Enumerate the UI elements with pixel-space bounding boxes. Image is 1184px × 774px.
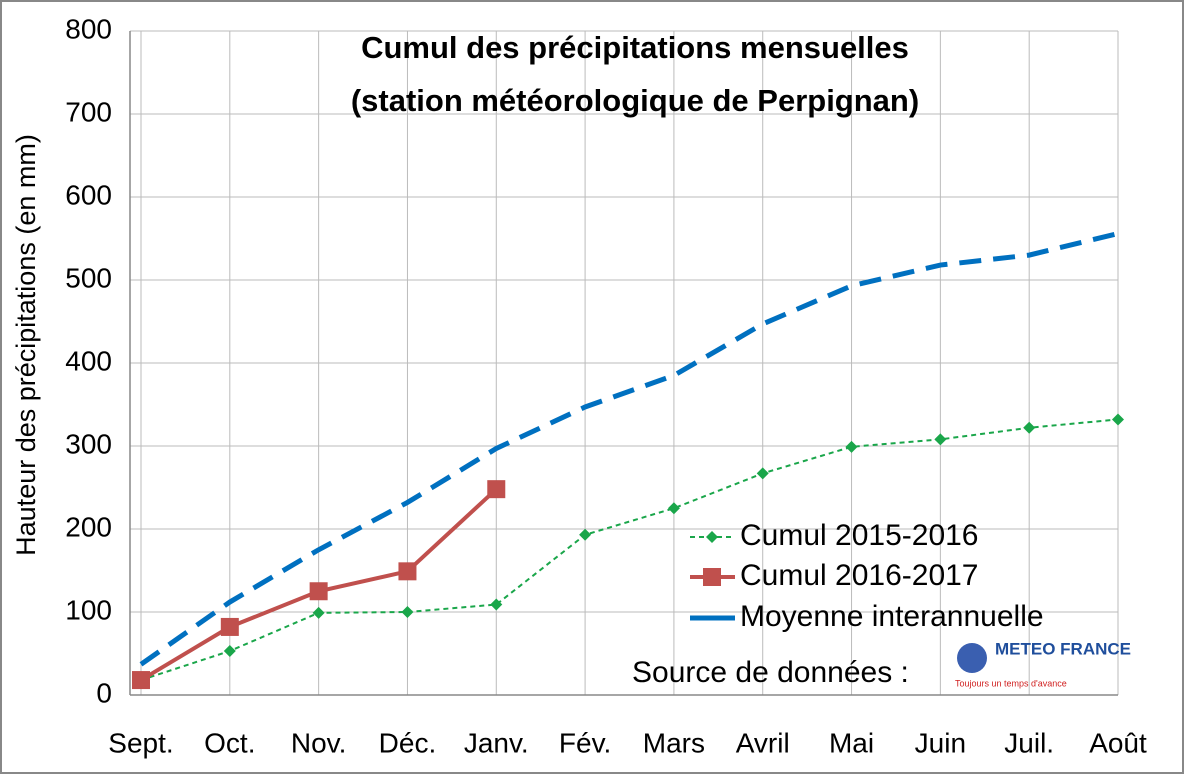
- series-line: [139, 231, 1119, 667]
- point: [309, 582, 328, 601]
- x-tick-label: Avril: [736, 727, 790, 758]
- series-line: [140, 418, 1119, 682]
- point: [487, 480, 506, 499]
- logo-globe: [957, 643, 987, 673]
- point: [312, 606, 325, 619]
- legend-label: Cumul 2015-2016: [740, 519, 979, 552]
- y-tick-label: 100: [65, 594, 112, 625]
- y-tick-label: 400: [65, 345, 112, 376]
- point: [401, 606, 414, 618]
- y-tick-label: 600: [65, 179, 112, 210]
- chart-title: Cumul des précipitations mensuelles: [361, 30, 909, 65]
- x-tick-label: Juil.: [1004, 727, 1054, 758]
- point: [756, 467, 769, 480]
- x-tick-label: Mars: [643, 727, 705, 758]
- point: [667, 502, 680, 515]
- x-tick-label: Mai: [829, 727, 874, 758]
- y-tick-label: 700: [65, 96, 112, 127]
- chart-subtitle: (station météorologique de Perpignan): [351, 83, 919, 118]
- x-tick-label: Août: [1089, 727, 1147, 758]
- point: [934, 433, 947, 446]
- y-tick-label: 200: [65, 511, 112, 542]
- x-tick-label: Oct.: [204, 727, 255, 758]
- point: [398, 562, 417, 581]
- grid: [129, 30, 1119, 696]
- x-tick-label: Juin: [915, 727, 966, 758]
- point: [579, 528, 592, 541]
- x-tick-label: Nov.: [291, 727, 347, 758]
- x-tick-label: Sept.: [108, 727, 173, 758]
- y-tick-label: 0: [96, 677, 112, 708]
- source-label: Source de données :: [632, 656, 909, 689]
- logo-tagline: Toujours un temps d'avance: [955, 678, 1067, 688]
- x-tick-label: Janv.: [464, 727, 529, 758]
- y-axis-label: Hauteur des précipitations (en mm): [11, 134, 41, 556]
- legend-label: Moyenne interannuelle: [740, 600, 1044, 633]
- y-tick-label: 300: [65, 428, 112, 459]
- marks: [132, 231, 1124, 690]
- legend-label: Cumul 2016-2017: [740, 559, 979, 592]
- logo: METEO FRANCE Toujours un temps d'avance: [955, 639, 1131, 688]
- logo-name: METEO FRANCE: [995, 639, 1131, 658]
- y-tick-label: 500: [65, 262, 112, 293]
- point: [706, 531, 718, 543]
- point: [845, 440, 858, 453]
- x-tick-label: Fév.: [559, 727, 611, 758]
- point: [490, 598, 503, 611]
- point: [1112, 413, 1124, 426]
- point: [223, 645, 236, 658]
- point: [1023, 421, 1036, 434]
- point: [220, 617, 239, 636]
- x-tick-label: Déc.: [379, 727, 437, 758]
- point: [132, 671, 150, 690]
- y-tick-label: 800: [65, 13, 112, 44]
- point: [703, 568, 721, 586]
